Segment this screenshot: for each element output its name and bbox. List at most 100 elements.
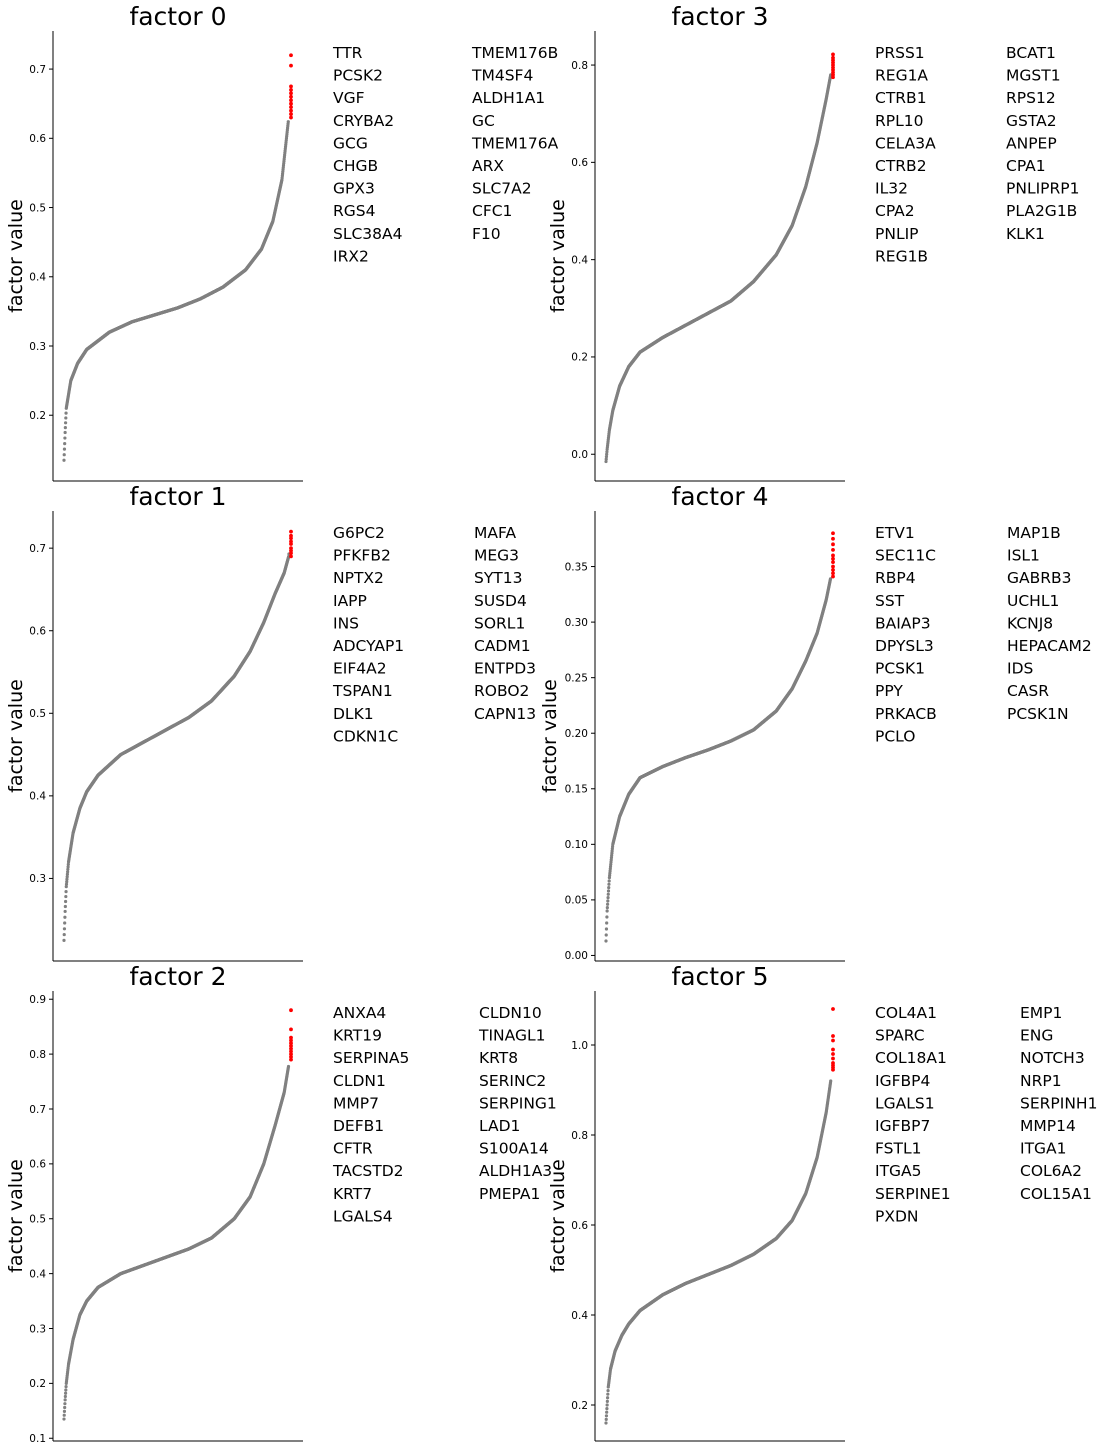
data-point — [62, 447, 67, 451]
y-axis-label: factor value — [5, 199, 27, 313]
y-tick-label: 0.5 — [29, 1214, 46, 1226]
highlighted-point — [289, 542, 293, 546]
highlighted-point — [831, 531, 835, 536]
data-point — [63, 1394, 67, 1399]
gene-label: PRSS1 — [875, 44, 925, 62]
gene-label: CDKN1C — [333, 727, 398, 745]
gene-label: CADM1 — [474, 637, 531, 655]
data-point — [63, 909, 67, 914]
data-point — [64, 1388, 68, 1392]
y-tick-label: 0.6 — [29, 133, 46, 145]
gene-label: PPY — [875, 682, 903, 700]
data-point — [604, 455, 609, 459]
y-axis-label: factor value — [547, 199, 569, 313]
gene-label: SST — [875, 592, 905, 610]
highlighted-point — [831, 556, 835, 561]
gene-label: SYT13 — [474, 569, 523, 587]
data-point — [62, 458, 66, 462]
y-tick-label: 0.05 — [565, 895, 588, 907]
y-tick-label: 0.7 — [29, 1104, 46, 1116]
data-point — [63, 1398, 67, 1402]
gene-label: ARX — [472, 157, 504, 175]
data-point — [63, 442, 67, 446]
gene-label: GC — [472, 112, 495, 130]
data-point — [605, 450, 609, 454]
highlighted-point — [289, 91, 293, 96]
gene-label: PRKACB — [875, 705, 937, 723]
y-axis-label: factor value — [5, 679, 27, 793]
highlighted-point — [831, 542, 835, 547]
data-point — [63, 904, 67, 909]
gene-label: GSTA2 — [1006, 112, 1057, 130]
highlighted-point — [831, 547, 835, 552]
gene-label: TM4SF4 — [471, 67, 533, 85]
data-point — [63, 430, 67, 435]
gene-label: TMEM176A — [471, 134, 559, 152]
y-tick-label: 0.4 — [29, 272, 46, 284]
highlighted-point — [831, 536, 835, 541]
gene-label: TTR — [332, 44, 363, 62]
gene-label: GABRB3 — [1007, 569, 1072, 587]
y-tick-label: 0.0 — [571, 449, 588, 461]
gene-label: BCAT1 — [1006, 44, 1056, 62]
highlighted-point — [289, 551, 293, 556]
y-tick-label: 0.6 — [571, 157, 588, 169]
data-point — [63, 436, 67, 440]
data-point — [64, 890, 68, 894]
gene-label: ISL1 — [1007, 547, 1040, 565]
gene-label: CTRB2 — [875, 157, 927, 175]
y-tick-label: 0.5 — [29, 202, 46, 214]
highlighted-point — [289, 87, 293, 92]
gene-label: CHGB — [333, 157, 378, 175]
data-point — [606, 892, 610, 896]
data-point — [64, 894, 68, 899]
highlighted-points — [289, 529, 293, 559]
data-point — [286, 120, 290, 124]
gene-label: CAPN13 — [474, 705, 536, 723]
panel-title: factor 2 — [129, 962, 226, 991]
data-point — [62, 927, 67, 931]
highlighted-point — [831, 571, 835, 576]
highlighted-point — [831, 560, 835, 565]
gene-label: EIF4A2 — [333, 660, 387, 678]
data-point — [606, 896, 610, 900]
data-point — [63, 426, 67, 430]
gene-label: PCLO — [875, 727, 915, 745]
data-point — [63, 921, 67, 925]
gene-label: SEC11C — [875, 547, 936, 565]
data-point — [63, 899, 68, 904]
scatter-points — [604, 577, 833, 943]
y-tick-label: 0.6 — [29, 626, 46, 638]
gene-label: PCSK1N — [1007, 705, 1069, 723]
data-point — [63, 1391, 68, 1395]
top-gene-list: PRSS1REG1ACTRB1RPL10CELA3ACTRB2IL32CPA2P… — [875, 44, 1079, 265]
data-point — [604, 459, 608, 464]
highlighted-point — [831, 564, 835, 569]
gene-label: RBP4 — [875, 569, 916, 587]
highlighted-points — [831, 531, 835, 579]
y-tick-label: 0.7 — [29, 64, 46, 76]
data-point — [64, 416, 68, 420]
y-tick-label: 0.8 — [29, 1049, 46, 1061]
y-tick-label: 0.3 — [29, 341, 46, 353]
panel-title: factor 0 — [129, 2, 226, 31]
gene-label: CTRB1 — [875, 89, 927, 107]
gene-label: CASR — [1007, 682, 1049, 700]
data-point — [64, 411, 68, 415]
gene-label: ROBO2 — [474, 682, 529, 700]
gene-label: PFKFB2 — [333, 547, 391, 565]
highlighted-point — [289, 105, 293, 110]
gene-label: ENTPD3 — [474, 660, 536, 678]
gene-label: G6PC2 — [333, 524, 385, 542]
highlighted-point — [831, 52, 835, 57]
gene-label: PCSK2 — [333, 67, 383, 85]
y-tick-label: 0.3 — [29, 873, 46, 885]
gene-label: PNLIPRP1 — [1006, 180, 1079, 198]
y-tick-label: 0.20 — [565, 728, 588, 740]
gene-label: MAFA — [474, 524, 516, 542]
gene-label: DPYSL3 — [875, 637, 934, 655]
y-tick-label: 0.2 — [571, 352, 588, 364]
y-tick-label: 0.15 — [565, 784, 588, 796]
